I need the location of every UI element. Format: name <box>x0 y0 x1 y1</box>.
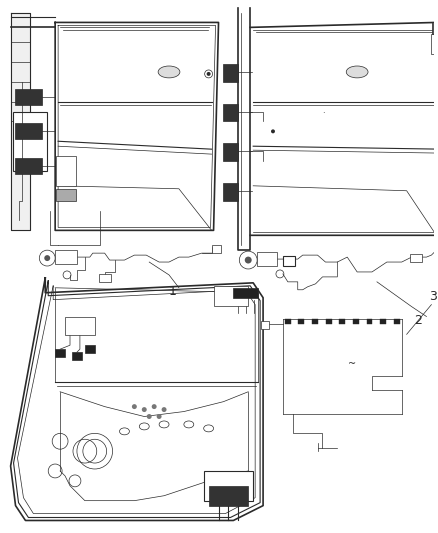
FancyBboxPatch shape <box>85 345 95 353</box>
Ellipse shape <box>158 66 180 78</box>
Bar <box>99 274 111 282</box>
Ellipse shape <box>159 421 169 428</box>
Text: 2: 2 <box>415 314 422 327</box>
FancyBboxPatch shape <box>14 158 42 174</box>
Bar <box>434 248 438 256</box>
Circle shape <box>44 255 50 261</box>
FancyBboxPatch shape <box>223 143 238 161</box>
Bar <box>214 286 248 305</box>
Bar <box>56 189 76 200</box>
Bar <box>55 250 77 264</box>
Ellipse shape <box>120 428 129 435</box>
Circle shape <box>152 404 157 409</box>
Bar <box>261 321 269 329</box>
FancyBboxPatch shape <box>72 352 82 360</box>
Circle shape <box>157 414 162 419</box>
Text: ·: · <box>322 109 325 118</box>
Circle shape <box>132 404 137 409</box>
Bar <box>212 245 222 253</box>
Polygon shape <box>11 13 30 230</box>
Text: 1: 1 <box>169 285 177 298</box>
Bar <box>367 319 372 325</box>
Circle shape <box>245 256 252 263</box>
Bar <box>13 111 47 171</box>
Circle shape <box>271 130 275 133</box>
Ellipse shape <box>184 421 194 428</box>
Circle shape <box>207 72 211 76</box>
FancyBboxPatch shape <box>208 486 248 506</box>
Bar <box>410 254 421 262</box>
Ellipse shape <box>346 66 368 78</box>
FancyBboxPatch shape <box>14 89 42 104</box>
Circle shape <box>205 70 212 78</box>
Bar <box>312 319 318 325</box>
FancyBboxPatch shape <box>223 64 238 82</box>
Bar <box>285 319 291 325</box>
Circle shape <box>162 407 166 412</box>
FancyBboxPatch shape <box>223 103 238 122</box>
FancyBboxPatch shape <box>55 349 65 357</box>
Circle shape <box>147 414 152 419</box>
Bar <box>353 319 359 325</box>
Circle shape <box>142 407 147 412</box>
Text: ~: ~ <box>348 359 357 368</box>
Bar <box>298 319 304 325</box>
Ellipse shape <box>139 423 149 430</box>
Text: 3: 3 <box>429 289 437 303</box>
Bar <box>56 156 76 186</box>
Bar <box>431 34 438 54</box>
Bar <box>65 318 95 335</box>
FancyBboxPatch shape <box>223 183 238 200</box>
Bar <box>283 256 295 266</box>
FancyBboxPatch shape <box>14 124 42 139</box>
Bar <box>380 319 386 325</box>
FancyBboxPatch shape <box>233 288 258 298</box>
Bar <box>432 22 438 34</box>
Bar <box>394 319 400 325</box>
Bar <box>257 252 277 266</box>
Ellipse shape <box>204 425 214 432</box>
Bar <box>204 471 253 500</box>
Bar <box>326 319 332 325</box>
Bar <box>339 319 345 325</box>
